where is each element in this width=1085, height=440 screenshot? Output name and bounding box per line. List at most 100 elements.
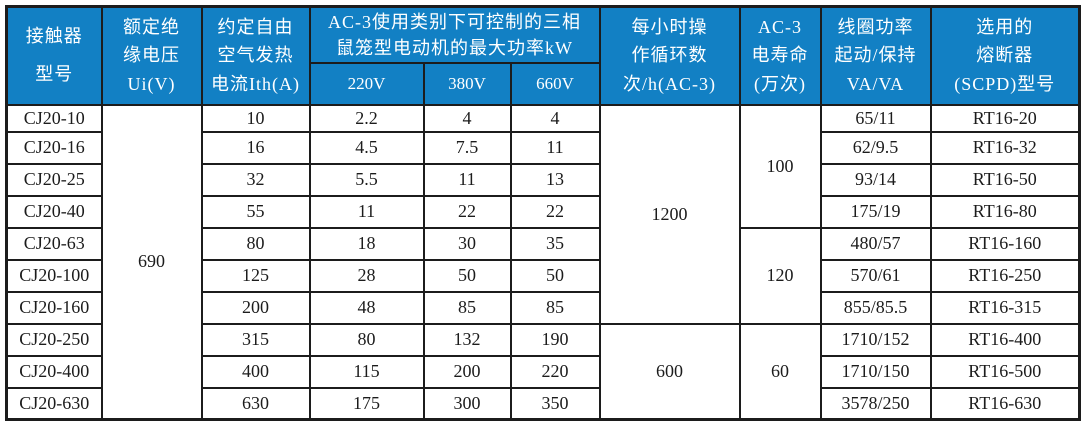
cell-coil-power: 570/61 — [819, 258, 932, 293]
cell-power-220v: 115 — [308, 354, 425, 389]
table-row: CJ20-10 690 10 2.2 4 4 1200 100 65/11 RT… — [5, 103, 1081, 421]
cell-power-220v: 4.5 — [308, 130, 425, 165]
cell-power-380v: 30 — [422, 226, 512, 261]
cell-model: CJ20-250 — [5, 322, 103, 357]
cell-power-660v: 190 — [509, 322, 601, 357]
cell-fuse-model: RT16-20 — [929, 103, 1081, 133]
cell-power-660v: 85 — [509, 290, 601, 325]
cell-fuse-model: RT16-80 — [929, 194, 1081, 229]
cell-power-660v: 11 — [509, 130, 601, 165]
cell-model: CJ20-63 — [5, 226, 103, 261]
cell-coil-power: 65/11 — [819, 103, 932, 133]
header-line: 熔断器 — [976, 45, 1034, 66]
cell-power-380v: 11 — [422, 162, 512, 197]
header-ac3-max-power: AC-3使用类别下可控制的三相 鼠笼型电动机的最大功率kW — [308, 5, 601, 64]
header-line: 电流Ith(A) — [211, 74, 300, 95]
header-line: 约定自由 — [217, 16, 294, 37]
cell-coil-power: 1710/152 — [819, 322, 932, 357]
cell-model: CJ20-400 — [5, 354, 103, 389]
cell-electrical-life: 100 — [738, 103, 822, 229]
table-row: CJ20-25 32 5.5 11 13 93/14 RT16-50 — [5, 162, 1081, 197]
header-row-1: 接触器 型号 额定绝 缘电压 Ui(V) 约定自由 空气发热 电流Ith(A) … — [5, 5, 1081, 106]
cell-thermal-current: 80 — [200, 226, 311, 261]
cell-thermal-current: 630 — [200, 386, 311, 421]
cell-fuse-model: RT16-50 — [929, 162, 1081, 197]
cell-thermal-current: 200 — [200, 290, 311, 325]
table-row: CJ20-630 630 175 300 350 3578/250 RT16-6… — [5, 386, 1081, 421]
table-row: CJ20-250 315 80 132 190 600 60 1710/152 … — [5, 322, 1081, 421]
cell-power-220v: 175 — [308, 386, 425, 421]
header-line: 额定绝 — [123, 16, 180, 37]
table-row: CJ20-63 80 18 30 35 120 480/57 RT16-160 — [5, 226, 1081, 325]
cell-power-220v: 48 — [308, 290, 425, 325]
cell-thermal-current: 10 — [200, 103, 311, 133]
cell-coil-power: 175/19 — [819, 194, 932, 229]
cell-coil-power: 93/14 — [819, 162, 932, 197]
cell-power-220v: 2.2 — [308, 103, 425, 133]
header-fuse-model: 选用的 熔断器 (SCPD)型号 — [929, 5, 1081, 106]
cell-thermal-current: 125 — [200, 258, 311, 293]
header-line: (SCPD)型号 — [954, 74, 1056, 95]
header-line: AC-3使用类别下可控制的三相 — [328, 11, 581, 32]
cell-model: CJ20-40 — [5, 194, 103, 229]
cell-power-220v: 5.5 — [308, 162, 425, 197]
header-coil-power: 线圈功率 起动/保持 VA/VA — [819, 5, 932, 106]
table-row: CJ20-16 16 4.5 7.5 11 62/9.5 RT16-32 — [5, 130, 1081, 165]
cell-model: CJ20-16 — [5, 130, 103, 165]
cell-power-660v: 4 — [509, 103, 601, 133]
header-line: 接触器 — [25, 25, 83, 46]
header-electrical-life: AC-3 电寿命 (万次) — [738, 5, 822, 106]
table-row: CJ20-400 400 115 200 220 1710/150 RT16-5… — [5, 354, 1081, 389]
cell-power-380v: 85 — [422, 290, 512, 325]
cell-power-220v: 18 — [308, 226, 425, 261]
cell-power-220v: 28 — [308, 258, 425, 293]
header-line: AC-3 — [758, 16, 802, 37]
cell-power-380v: 300 — [422, 386, 512, 421]
cell-coil-power: 480/57 — [819, 226, 932, 261]
header-line: 空气发热 — [217, 45, 294, 66]
cell-electrical-life: 60 — [738, 322, 822, 421]
cell-fuse-model: RT16-250 — [929, 258, 1081, 293]
cell-power-220v: 11 — [308, 194, 425, 229]
cell-power-380v: 7.5 — [422, 130, 512, 165]
header-contactor-model: 接触器 型号 — [5, 5, 103, 106]
cell-power-380v: 4 — [422, 103, 512, 133]
cell-cycles-per-hour: 1200 — [598, 103, 741, 325]
cell-fuse-model: RT16-630 — [929, 386, 1081, 421]
header-line: 作循环数 — [631, 45, 708, 66]
header-line: (万次) — [754, 74, 806, 95]
cell-power-380v: 132 — [422, 322, 512, 357]
cell-fuse-model: RT16-400 — [929, 322, 1081, 357]
cell-fuse-model: RT16-500 — [929, 354, 1081, 389]
cell-model: CJ20-160 — [5, 290, 103, 325]
header-line: 型号 — [35, 63, 74, 84]
cell-thermal-current: 400 — [200, 354, 311, 389]
cell-fuse-model: RT16-32 — [929, 130, 1081, 165]
cell-power-660v: 22 — [509, 194, 601, 229]
cell-insulation-voltage: 690 — [100, 103, 203, 421]
header-row-2: 220V 380V 660V — [7, 61, 1080, 106]
cell-coil-power: 3578/250 — [819, 386, 932, 421]
header-line: 鼠笼型电动机的最大功率kW — [336, 37, 573, 58]
header-line: Ui(V) — [127, 74, 176, 95]
cell-power-660v: 350 — [509, 386, 601, 421]
cell-power-380v: 200 — [422, 354, 512, 389]
cell-thermal-current: 315 — [200, 322, 311, 357]
cell-model: CJ20-25 — [5, 162, 103, 197]
cell-power-660v: 50 — [509, 258, 601, 293]
header-660v: 660V — [509, 61, 601, 106]
cell-thermal-current: 32 — [200, 162, 311, 197]
cell-model: CJ20-10 — [5, 103, 103, 133]
cell-fuse-model: RT16-160 — [929, 226, 1081, 261]
header-line: 每小时操 — [631, 16, 708, 37]
page: 接触器 型号 额定绝 缘电压 Ui(V) 约定自由 空气发热 电流Ith(A) … — [5, 5, 1081, 421]
cell-thermal-current: 55 — [200, 194, 311, 229]
contactor-spec-table: 接触器 型号 额定绝 缘电压 Ui(V) 约定自由 空气发热 电流Ith(A) … — [5, 5, 1081, 421]
cell-power-660v: 220 — [509, 354, 601, 389]
cell-power-660v: 35 — [509, 226, 601, 261]
header-cycles-per-hour: 每小时操 作循环数 次/h(AC-3) — [598, 5, 741, 106]
header-line: 电寿命 — [751, 45, 809, 66]
header-line: 次/h(AC-3) — [623, 74, 716, 95]
table-row: CJ20-160 200 48 85 85 855/85.5 RT16-315 — [5, 290, 1081, 325]
header-line: VA/VA — [846, 74, 905, 95]
